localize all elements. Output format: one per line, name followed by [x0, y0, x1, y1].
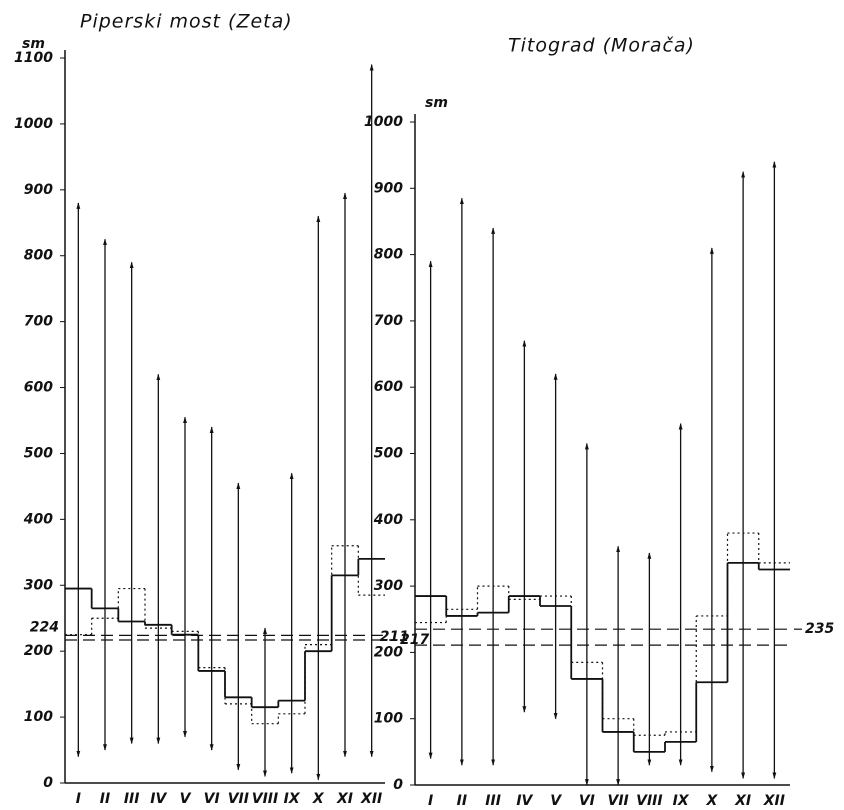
y-tick-label: 300 — [374, 578, 403, 594]
x-tick-label: VI — [579, 793, 595, 809]
y-tick-label: 600 — [374, 379, 403, 395]
x-tick-label: I — [76, 791, 81, 807]
y-tick-label: 900 — [24, 182, 53, 198]
y-tick-label: 1000 — [14, 116, 53, 132]
y-tick-label: 1000 — [364, 114, 403, 130]
x-tick-label: VIII — [252, 791, 278, 807]
reference-label: 224 — [30, 619, 59, 635]
x-tick-label: I — [428, 793, 433, 809]
y-tick-label: 100 — [374, 711, 403, 727]
y-tick-label: 800 — [24, 248, 53, 264]
x-tick-label: XI — [734, 793, 751, 809]
y-tick-label: 100 — [24, 709, 53, 725]
y-tick-label: 300 — [24, 577, 53, 593]
y-tick-label: 900 — [374, 180, 403, 196]
y-tick-label: 500 — [374, 446, 403, 462]
x-tick-label: VII — [228, 791, 249, 807]
y-tick-label: 400 — [373, 512, 403, 528]
x-tick-label: XII — [360, 791, 382, 807]
reference-label: 235 — [805, 621, 834, 637]
y-tick-label: 0 — [393, 777, 403, 793]
chart-title: Titograd (Morača) — [508, 35, 695, 57]
reference-label: 211 — [380, 629, 409, 645]
x-tick-label: IX — [673, 793, 690, 809]
chart-title: Piperski most (Zeta) — [80, 11, 293, 33]
x-tick-label: IV — [150, 791, 167, 807]
y-tick-label: 0 — [43, 775, 53, 791]
x-tick-label: II — [100, 791, 110, 807]
y-tick-label: 600 — [24, 380, 53, 396]
x-tick-label: IX — [284, 791, 301, 807]
y-tick-label: 400 — [23, 511, 53, 527]
y-tick-label: 700 — [24, 314, 53, 330]
y-axis-label: sm — [425, 95, 448, 111]
x-tick-label: II — [457, 793, 467, 809]
x-tick-label: VIII — [636, 793, 662, 809]
x-tick-label: IV — [516, 793, 533, 809]
y-tick-label: 700 — [374, 313, 403, 329]
x-tick-label: VII — [607, 793, 628, 809]
x-tick-label: III — [485, 793, 501, 809]
y-tick-label: 200 — [374, 644, 403, 660]
x-tick-label: XI — [336, 791, 353, 807]
x-tick-label: V — [550, 793, 562, 809]
x-tick-label: V — [180, 791, 192, 807]
x-tick-label: XII — [763, 793, 785, 809]
y-axis-label: sm — [22, 36, 45, 52]
x-tick-label: X — [705, 793, 718, 809]
x-tick-label: VI — [204, 791, 220, 807]
y-tick-label: 200 — [24, 643, 53, 659]
y-tick-label: 800 — [374, 247, 403, 263]
y-tick-label: 1100 — [14, 50, 53, 66]
x-tick-label: X — [312, 791, 325, 807]
x-tick-label: III — [124, 791, 140, 807]
y-tick-label: 500 — [24, 445, 53, 461]
